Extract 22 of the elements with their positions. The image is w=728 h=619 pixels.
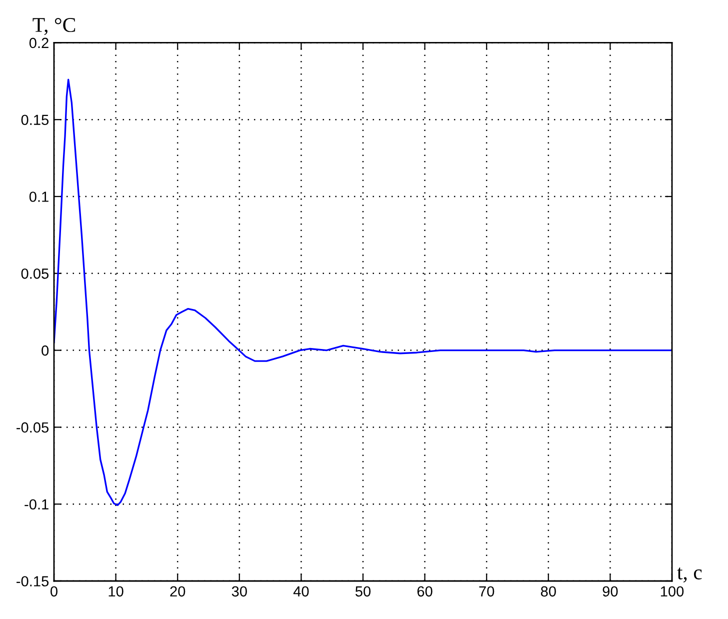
x-tick-label: 0 [50,586,58,597]
x-tick-label: 90 [602,586,618,597]
line-series [54,78,672,506]
y-tick-label: -0.05 [16,422,49,433]
x-tick-label: 10 [108,586,124,597]
y-tick-label: -0.15 [16,576,49,586]
x-tick-label: 100 [660,586,684,597]
y-tick-label: 0.2 [29,38,48,48]
y-tick-label: 0.05 [21,268,49,279]
x-tick-label: 60 [417,586,432,597]
y-tick-label: 0.1 [29,192,48,202]
x-tick-label: 50 [355,586,371,597]
x-tick-label: 40 [293,586,309,597]
x-tick-label: 20 [170,586,186,597]
y-axis-title: T, °C [32,18,76,36]
x-tick-label: 30 [232,586,247,597]
x-tick-label: 80 [540,586,556,597]
y-tick-label: 0 [42,345,49,356]
y-tick-label: -0.1 [24,499,48,510]
x-tick-label: 70 [479,586,494,597]
y-tick-label: 0.15 [21,114,49,126]
x-axis-title: t, c [677,568,702,582]
